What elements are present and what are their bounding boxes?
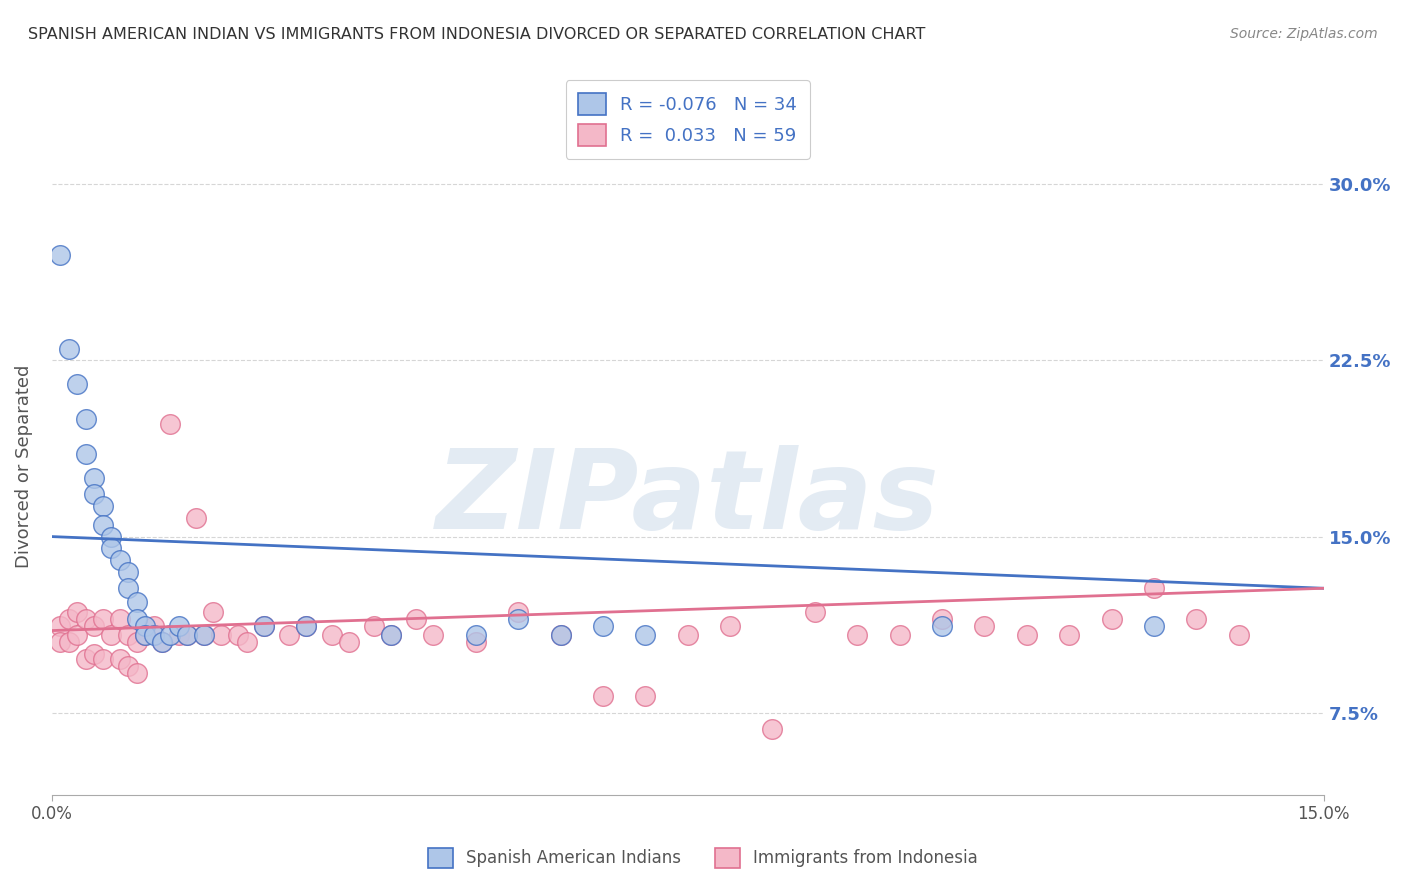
Point [58,342,80,356]
Point [634,628,657,642]
Point [321,628,343,642]
Point [75,612,97,626]
Point [761,723,783,737]
Point [337,635,360,649]
Point [75,447,97,461]
Point [380,628,402,642]
Point [117,658,139,673]
Point [91,652,114,666]
Point [49,619,72,633]
Text: ZIPatlas: ZIPatlas [436,445,939,552]
Point [100,530,122,544]
Text: Source: ZipAtlas.com: Source: ZipAtlas.com [1230,27,1378,41]
Point [83,619,105,633]
Point [125,612,148,626]
Text: SPANISH AMERICAN INDIAN VS IMMIGRANTS FROM INDONESIA DIVORCED OR SEPARATED CORRE: SPANISH AMERICAN INDIAN VS IMMIGRANTS FR… [28,27,925,42]
Point [253,619,276,633]
Point [253,619,276,633]
Point [592,690,614,704]
Point [176,628,198,642]
Point [295,619,318,633]
Point [142,628,165,642]
Point [117,565,139,579]
Point [295,619,318,633]
Point [464,628,486,642]
Point [150,635,173,649]
Legend: Spanish American Indians, Immigrants from Indonesia: Spanish American Indians, Immigrants fro… [422,841,984,875]
Point [58,612,80,626]
Point [1227,628,1250,642]
Point [592,619,614,633]
Point [550,628,572,642]
Point [66,605,89,619]
Point [49,635,72,649]
Y-axis label: Divorced or Separated: Divorced or Separated [15,365,32,568]
Point [278,628,301,642]
Point [75,412,97,426]
Point [201,605,224,619]
Point [634,690,657,704]
Point [1057,628,1080,642]
Point [134,628,156,642]
Point [159,417,181,431]
Point [889,628,911,642]
Point [108,553,131,567]
Point [380,628,402,642]
Point [125,665,148,680]
Point [193,628,215,642]
Point [363,619,385,633]
Point [931,619,953,633]
Point [405,612,427,626]
Legend: R = -0.076   N = 34, R =  0.033   N = 59: R = -0.076 N = 34, R = 0.033 N = 59 [565,80,810,159]
Point [676,628,699,642]
Point [973,619,995,633]
Point [100,541,122,556]
Point [142,619,165,633]
Point [184,510,207,524]
Point [91,517,114,532]
Point [804,605,827,619]
Point [100,628,122,642]
Point [176,628,198,642]
Point [117,581,139,595]
Point [91,499,114,513]
Point [464,635,486,649]
Point [125,635,148,649]
Point [506,612,529,626]
Point [66,628,89,642]
Point [83,471,105,485]
Point [66,376,89,391]
Point [49,247,72,261]
Point [150,635,173,649]
Point [506,605,529,619]
Point [75,652,97,666]
Point [1015,628,1038,642]
Point [83,487,105,501]
Point [226,628,249,642]
Point [108,612,131,626]
Point [1185,612,1208,626]
Point [931,612,953,626]
Point [91,612,114,626]
Point [236,635,259,649]
Point [83,647,105,661]
Point [846,628,869,642]
Point [159,628,181,642]
Point [167,628,190,642]
Point [134,628,156,642]
Point [193,628,215,642]
Point [108,652,131,666]
Point [58,635,80,649]
Point [422,628,444,642]
Point [718,619,741,633]
Point [117,628,139,642]
Point [1143,581,1166,595]
Point [134,619,156,633]
Point [125,595,148,609]
Point [209,628,232,642]
Point [550,628,572,642]
Point [1101,612,1123,626]
Point [1143,619,1166,633]
Point [167,619,190,633]
